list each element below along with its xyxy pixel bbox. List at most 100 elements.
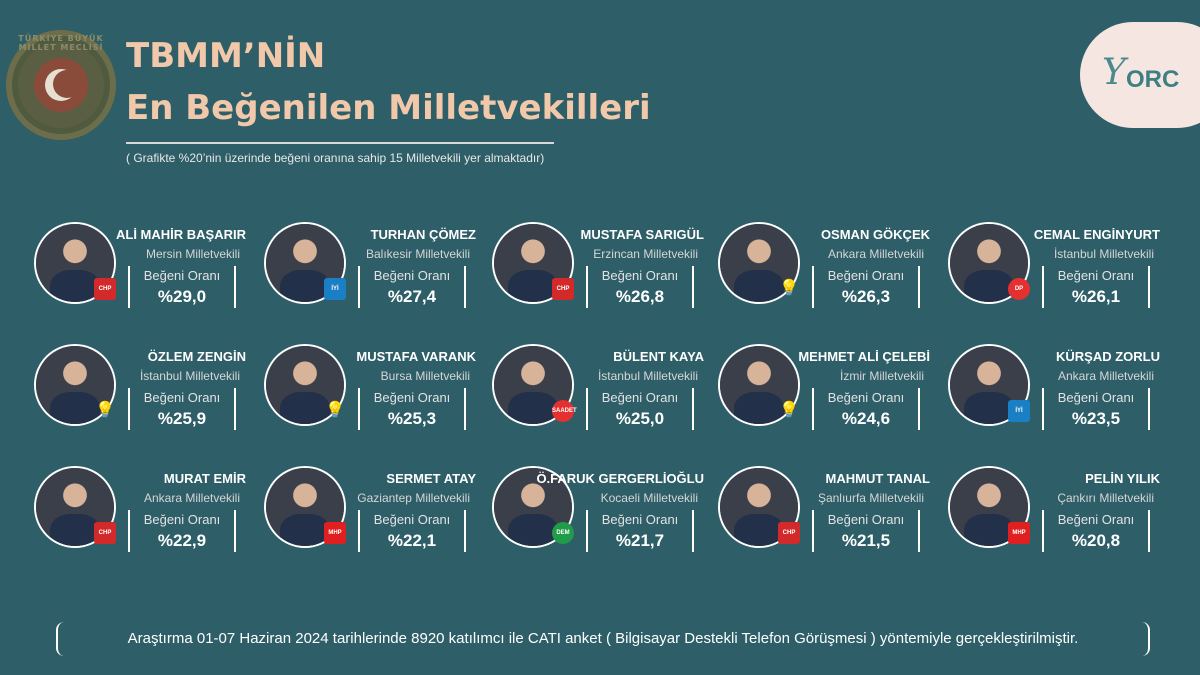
deputy-name: PELİN YILIK — [1085, 471, 1160, 486]
rating-box: Beğeni Oranı %22,9 — [128, 510, 236, 552]
rating-label: Beğeni Oranı — [827, 268, 905, 283]
deputy-card: SAADET BÜLENT KAYA İstanbul Milletvekili Be… — [494, 346, 704, 436]
rating-value: %27,4 — [387, 287, 437, 306]
deputy-role: Çankırı Milletvekili — [1057, 491, 1154, 505]
crescent-star-icon — [34, 58, 88, 112]
rating-label: Beğeni Oranı — [601, 390, 679, 405]
party-logo-icon: 💡 — [325, 402, 345, 419]
deputy-role: Bursa Milletvekili — [380, 369, 470, 383]
deputy-card: DP CEMAL ENGİNYURT İstanbul Milletvekili Be… — [950, 224, 1160, 314]
deputy-card: İYİ TURHAN ÇÖMEZ Balıkesir Milletvekili Beğ… — [266, 224, 476, 314]
rating-label: Beğeni Oranı — [1057, 268, 1135, 283]
rating-label: Beğeni Oranı — [143, 512, 221, 527]
deputy-name: ÖZLEM ZENGİN — [147, 349, 246, 364]
deputy-role: Kocaeli Milletvekili — [600, 491, 698, 505]
rating-box: Beğeni Oranı %25,3 — [358, 388, 466, 430]
deputy-role: Şanlıurfa Milletvekili — [817, 491, 924, 505]
deputy-card: 💡 MUSTAFA VARANK Bursa Milletvekili Beğeni … — [266, 346, 476, 436]
deputy-card: 💡 ÖZLEM ZENGİN İstanbul Milletvekili Beğeni… — [36, 346, 246, 436]
deputy-name: BÜLENT KAYA — [613, 349, 704, 364]
party-logo-icon: DEM — [552, 522, 574, 544]
rating-label: Beğeni Oranı — [143, 390, 221, 405]
deputy-card: CHP MUSTAFA SARIGÜL Erzincan Milletvekili B… — [494, 224, 704, 314]
rating-label: Beğeni Oranı — [373, 268, 451, 283]
deputy-role: Mersin Milletvekili — [145, 247, 240, 261]
rating-label: Beğeni Oranı — [601, 268, 679, 283]
deputy-card: CHP MAHMUT TANAL Şanlıurfa Milletvekili Beğ… — [720, 468, 930, 558]
party-logo-icon: SAADET — [552, 400, 577, 422]
deputy-role: Gaziantep Milletvekili — [357, 491, 470, 505]
deputy-name: ALİ MAHİR BAŞARIR — [116, 227, 246, 242]
orc-logo-icon: Y — [1102, 52, 1126, 93]
deputy-name: CEMAL ENGİNYURT — [1033, 227, 1160, 242]
party-logo-icon: MHP — [1008, 522, 1030, 544]
deputy-name: MUSTAFA SARIGÜL — [580, 227, 705, 242]
party-logo-icon: İYİ — [324, 278, 346, 300]
rating-value: %23,5 — [1071, 409, 1121, 428]
deputy-role: İstanbul Milletvekili — [597, 369, 698, 383]
party-logo-icon: MHP — [324, 522, 346, 544]
deputy-card: İYİ KÜRŞAD ZORLU Ankara Milletvekili Beğeni… — [950, 346, 1160, 436]
rating-label: Beğeni Oranı — [1057, 390, 1135, 405]
page-title-line2: En Beğenilen Milletvekilleri — [126, 88, 651, 128]
deputy-photo — [36, 468, 114, 546]
seal-text: TÜRKİYE BÜYÜK MİLLET MECLİSİ — [18, 34, 104, 52]
deputy-name: TURHAN ÇÖMEZ — [370, 227, 476, 242]
rating-label: Beğeni Oranı — [373, 512, 451, 527]
deputy-name: SERMET ATAY — [386, 471, 476, 486]
page-title-line1: TBMM’NİN — [126, 36, 326, 76]
party-logo-icon: CHP — [94, 278, 116, 300]
deputy-photo — [720, 224, 798, 302]
rating-label: Beğeni Oranı — [827, 512, 905, 527]
rating-value: %26,8 — [615, 287, 665, 306]
tbmm-seal-logo: TÜRKİYE BÜYÜK MİLLET MECLİSİ — [6, 30, 116, 140]
deputy-photo — [720, 346, 798, 424]
deputy-role: İzmir Milletvekili — [840, 369, 924, 383]
deputy-role: Ankara Milletvekili — [1057, 369, 1154, 383]
title-divider — [126, 142, 554, 144]
rating-label: Beğeni Oranı — [827, 390, 905, 405]
party-logo-icon: İYİ — [1008, 400, 1030, 422]
rating-box: Beğeni Oranı %23,5 — [1042, 388, 1150, 430]
rating-value: %22,1 — [387, 531, 437, 550]
deputy-role: Ankara Milletvekili — [827, 247, 924, 261]
rating-value: %25,3 — [387, 409, 437, 428]
deputy-name: Ö.FARUK GERGERLİOĞLU — [536, 471, 704, 486]
party-logo-icon: CHP — [94, 522, 116, 544]
footer-note: Araştırma 01-07 Haziran 2024 tarihlerind… — [56, 622, 1150, 656]
rating-label: Beğeni Oranı — [1057, 512, 1135, 527]
party-logo-icon: 💡 — [779, 280, 799, 297]
deputy-name: OSMAN GÖKÇEK — [820, 227, 930, 242]
party-logo-icon: 💡 — [779, 402, 799, 419]
rating-box: Beğeni Oranı %22,1 — [358, 510, 466, 552]
rating-value: %29,0 — [157, 287, 207, 306]
rating-value: %22,9 — [157, 531, 207, 550]
rating-box: Beğeni Oranı %25,9 — [128, 388, 236, 430]
orc-logo-text: ORC — [1126, 66, 1180, 93]
rating-label: Beğeni Oranı — [601, 512, 679, 527]
deputy-role: İstanbul Milletvekili — [1053, 247, 1154, 261]
rating-box: Beğeni Oranı %20,8 — [1042, 510, 1150, 552]
rating-box: Beğeni Oranı %26,8 — [586, 266, 694, 308]
deputy-name: KÜRŞAD ZORLU — [1056, 349, 1160, 364]
rating-label: Beğeni Oranı — [373, 390, 451, 405]
rating-box: Beğeni Oranı %26,3 — [812, 266, 920, 308]
deputy-card: 💡 MEHMET ALİ ÇELEBİ İzmir Milletvekili Beğe… — [720, 346, 930, 436]
rating-box: Beğeni Oranı %21,7 — [586, 510, 694, 552]
rating-box: Beğeni Oranı %24,6 — [812, 388, 920, 430]
deputy-card: MHP PELİN YILIK Çankırı Milletvekili Beğeni… — [950, 468, 1160, 558]
footer-text: Araştırma 01-07 Haziran 2024 tarihlerind… — [127, 630, 1079, 647]
deputy-role: Ankara Milletvekili — [143, 491, 240, 505]
rating-box: Beğeni Oranı %21,5 — [812, 510, 920, 552]
deputy-role: Balıkesir Milletvekili — [365, 247, 470, 261]
deputy-photo — [266, 346, 344, 424]
party-logo-icon: DP — [1008, 278, 1030, 300]
deputy-card: CHP ALİ MAHİR BAŞARIR Mersin Milletvekili B… — [36, 224, 246, 314]
deputy-photo — [36, 224, 114, 302]
deputy-card: CHP MURAT EMİR Ankara Milletvekili Beğeni O… — [36, 468, 246, 558]
orc-logo: Y ORC — [1080, 22, 1200, 128]
deputy-role: Erzincan Milletvekili — [593, 247, 698, 261]
deputy-role: İstanbul Milletvekili — [139, 369, 240, 383]
rating-box: Beğeni Oranı %26,1 — [1042, 266, 1150, 308]
deputy-card: DEM Ö.FARUK GERGERLİOĞLU Kocaeli Milletvek… — [494, 468, 704, 558]
